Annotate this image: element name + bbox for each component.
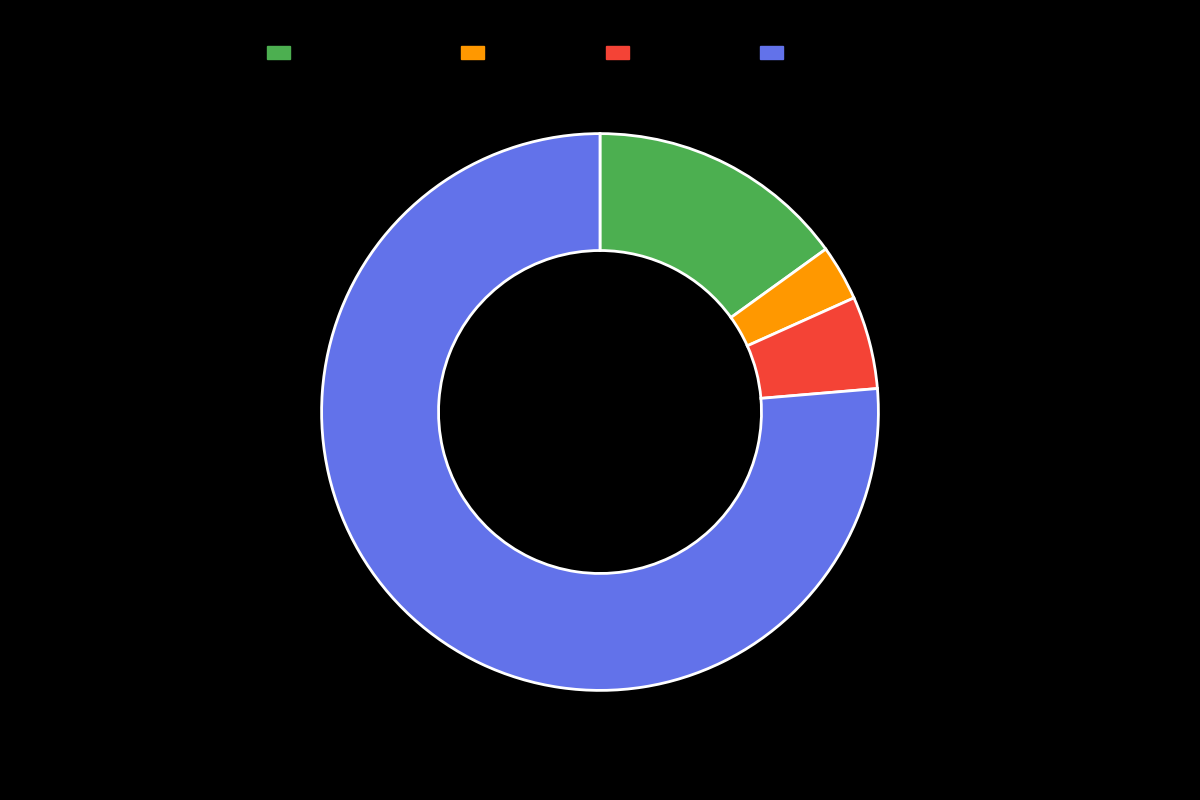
Wedge shape [731,249,854,346]
Wedge shape [600,134,826,318]
Wedge shape [322,134,878,690]
Legend: Organizational Controls, People Controls, Physical Controls, Technological Contr: Organizational Controls, People Controls… [263,42,937,63]
Wedge shape [748,298,877,398]
